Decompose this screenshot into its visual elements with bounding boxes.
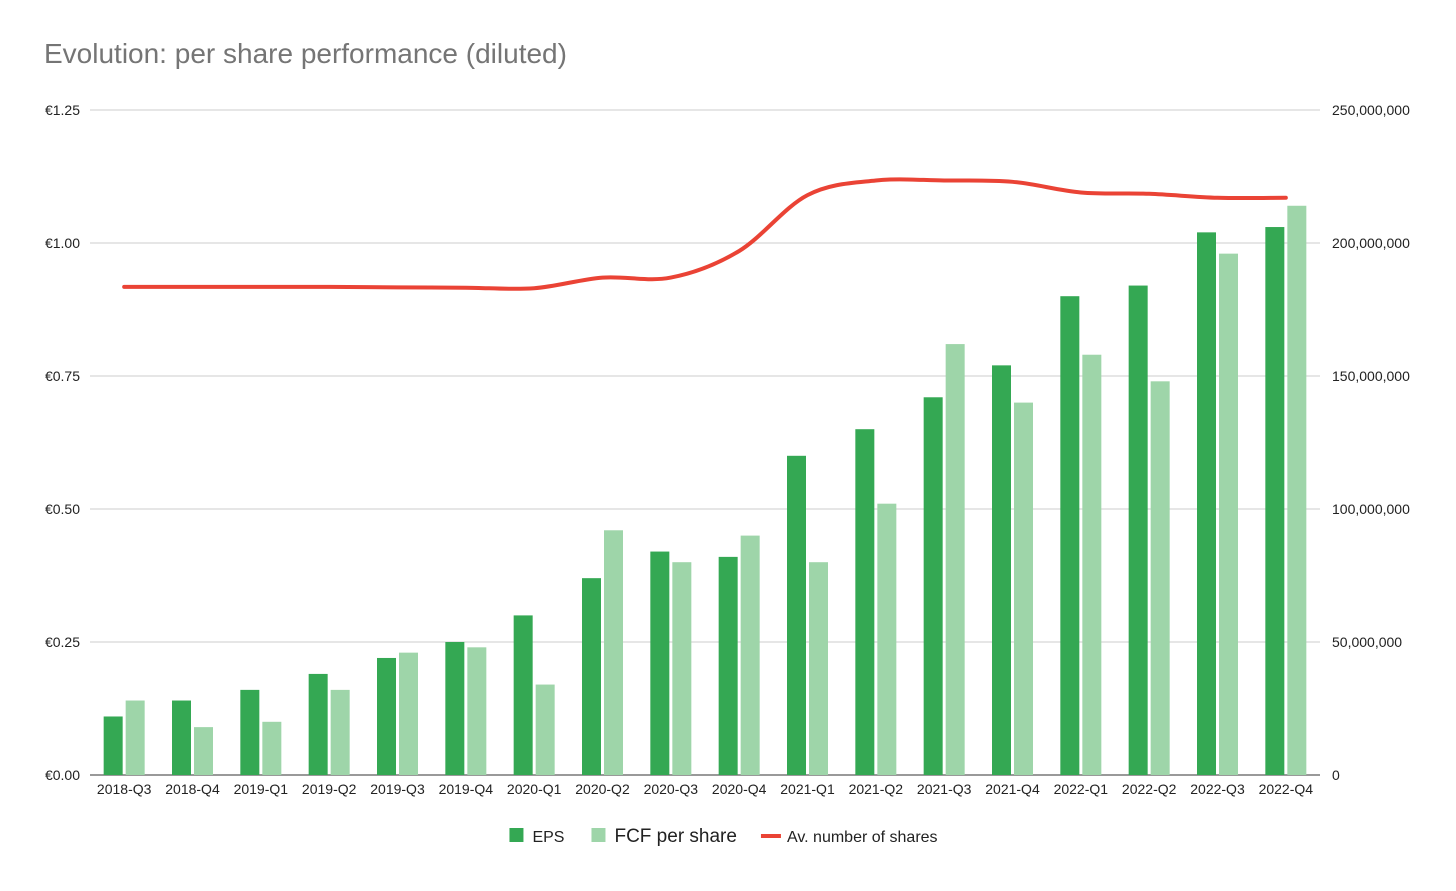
chart-title: Evolution: per share performance (dilute… [44, 38, 567, 69]
y-left-tick-label: €0.25 [45, 634, 80, 650]
legend: EPS FCF per share Av. number of shares [509, 826, 938, 847]
y-right-tick-label: 200,000,000 [1332, 235, 1410, 251]
x-tick-label: 2019-Q4 [439, 781, 494, 797]
bar-fcf [809, 562, 828, 775]
x-tick-label: 2020-Q3 [644, 781, 699, 797]
bar-eps [103, 716, 123, 775]
line-av-shares [122, 177, 1288, 291]
bar-fcf [945, 344, 965, 775]
bar-fcf [604, 530, 623, 775]
y-left-tick-label: €0.00 [45, 767, 80, 783]
bar-fcf [1014, 402, 1033, 775]
x-tick-label: 2021-Q1 [780, 781, 835, 797]
bar-fcf [1219, 253, 1238, 775]
y-left-tick-label: €0.50 [45, 501, 80, 517]
x-tick-label: 2019-Q1 [234, 781, 289, 797]
bar-eps [513, 615, 533, 775]
x-tick-label: 2020-Q2 [575, 781, 630, 797]
x-tick-label: 2021-Q4 [985, 781, 1040, 797]
bar-eps [1060, 296, 1080, 775]
bar-eps [377, 657, 396, 775]
x-tick-label: 2022-Q4 [1259, 781, 1314, 797]
bar-eps [582, 578, 601, 775]
bar-eps [855, 429, 875, 775]
bar-fcf [399, 652, 418, 775]
y-left-tick-label: €1.00 [45, 235, 80, 251]
x-tick-label: 2018-Q3 [97, 781, 152, 797]
bar-fcf [262, 721, 282, 775]
x-tick-label: 2022-Q3 [1190, 781, 1245, 797]
y-right-tick-label: 250,000,000 [1332, 102, 1410, 118]
legend-swatch-fcf [591, 828, 606, 842]
bar-fcf [1287, 205, 1307, 775]
y-left-tick-label: €0.75 [45, 368, 80, 384]
bar-eps [923, 397, 943, 775]
x-tick-label: 2018-Q4 [165, 781, 220, 797]
bar-fcf [1150, 381, 1170, 775]
y-right-tick-label: 50,000,000 [1332, 634, 1402, 650]
bar-eps [992, 365, 1011, 775]
bar-fcf [535, 684, 555, 775]
bar-fcf [125, 700, 145, 775]
bar-fcf [740, 535, 760, 775]
y-left-tick-label: €1.25 [45, 102, 80, 118]
bar-fcf [1082, 354, 1102, 775]
x-tick-label: 2019-Q3 [370, 781, 425, 797]
bar-fcf [194, 727, 213, 775]
bar-eps [1197, 232, 1216, 776]
x-tick-label: 2020-Q1 [507, 781, 562, 797]
x-tick-label: 2021-Q3 [917, 781, 972, 797]
bar-eps [172, 700, 191, 775]
y-right-tick-label: 150,000,000 [1332, 368, 1410, 384]
legend-label: EPS [532, 829, 564, 846]
bar-eps [1265, 227, 1285, 776]
y-right-tick-label: 0 [1332, 767, 1340, 783]
x-tick-label: 2022-Q1 [1054, 781, 1109, 797]
bar-fcf [467, 647, 487, 775]
bar-fcf [877, 503, 897, 775]
bar-eps [445, 642, 465, 775]
bar-fcf [330, 689, 350, 775]
bar-eps [308, 673, 328, 775]
x-tick-label: 2020-Q4 [712, 781, 767, 797]
x-tick-label: 2019-Q2 [302, 781, 357, 797]
bar-eps [240, 689, 260, 775]
legend-label: FCF per share [614, 826, 736, 847]
bar-eps [1128, 285, 1148, 775]
legend-swatch-eps [509, 828, 524, 842]
legend-label: Av. number of shares [787, 829, 938, 846]
bar-eps [787, 455, 806, 775]
y-right-tick-label: 100,000,000 [1332, 501, 1410, 517]
bar-eps [718, 556, 738, 775]
x-tick-label: 2021-Q2 [849, 781, 904, 797]
bar-eps [650, 551, 670, 775]
x-tick-label: 2022-Q2 [1122, 781, 1177, 797]
bar-fcf [672, 562, 692, 775]
